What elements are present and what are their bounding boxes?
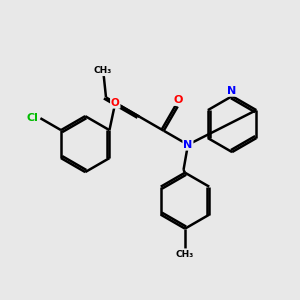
Text: N: N xyxy=(183,140,193,150)
Text: CH₃: CH₃ xyxy=(93,66,112,75)
Text: O: O xyxy=(173,95,182,105)
Text: CH₃: CH₃ xyxy=(176,250,194,259)
Text: Cl: Cl xyxy=(26,112,38,122)
Text: N: N xyxy=(227,86,237,96)
Text: O: O xyxy=(111,98,120,108)
